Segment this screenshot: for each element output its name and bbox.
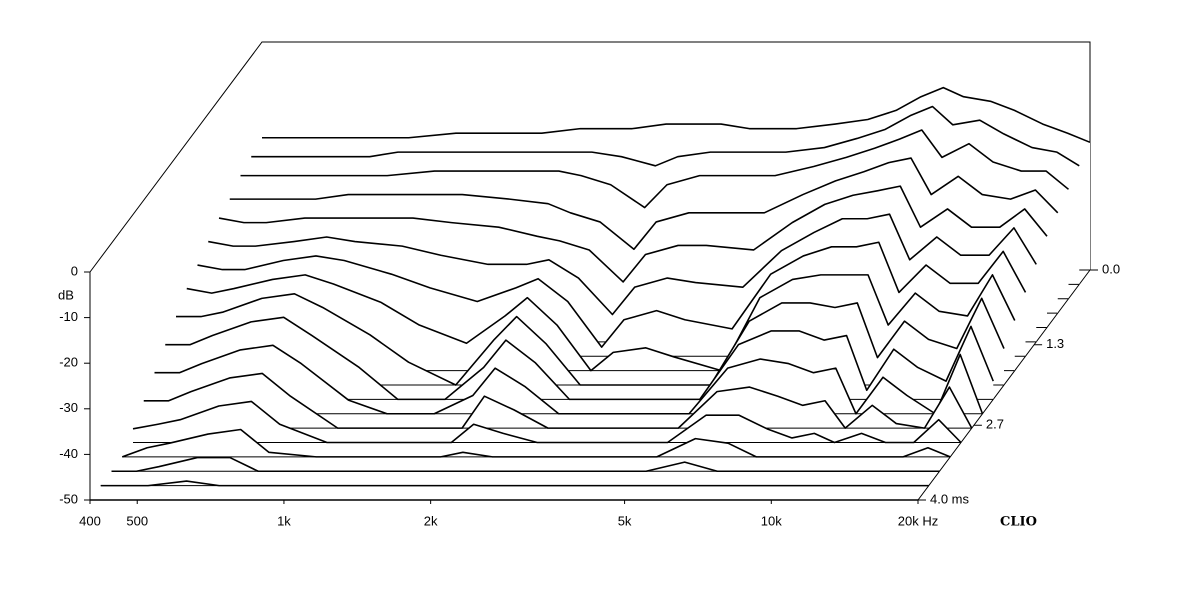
x-tick-label: 400: [79, 513, 101, 528]
y-tick-label: -20: [59, 355, 78, 370]
x-tick-label: 5k: [618, 513, 632, 528]
y-axis-label: dB: [58, 287, 74, 302]
slice-line: [240, 129, 1070, 209]
x-tick-label: 20k Hz: [898, 513, 938, 528]
z-tick-label: 0.0: [1102, 261, 1120, 276]
slice-line: [208, 213, 1037, 316]
slice-line: [262, 86, 1091, 144]
slice-line: [154, 344, 984, 415]
x-tick-label: 10k: [761, 513, 782, 528]
y-tick-label: -40: [59, 446, 78, 461]
watermark: CLIO: [1000, 515, 1037, 530]
slice-line: [111, 456, 940, 473]
slice-line: [100, 480, 929, 487]
slice-line: [165, 316, 994, 401]
slice-line: [229, 157, 1059, 251]
slice-line: [251, 105, 1080, 167]
y-tick-label: -50: [59, 491, 78, 506]
slice-line: [132, 400, 962, 444]
slice-fill: [133, 401, 961, 443]
y-tick-label: -10: [59, 309, 78, 324]
slice-line: [197, 241, 1027, 348]
slice-fill: [143, 373, 972, 429]
z-tick-label: 4.0 ms: [930, 491, 970, 506]
x-tick-label: 1k: [277, 513, 291, 528]
slice-line: [186, 274, 1016, 372]
z-tick-label: 2.7: [986, 417, 1004, 432]
x-tick-label: 500: [126, 513, 148, 528]
slice-fill: [122, 429, 951, 457]
slice-line: [143, 372, 973, 429]
slice-line: [121, 428, 951, 458]
x-tick-label: 2k: [424, 513, 438, 528]
y-tick-label: -30: [59, 400, 78, 415]
slice-line: [218, 185, 1048, 283]
y-tick-label: 0: [71, 263, 78, 278]
z-tick-label: 1.3: [1046, 336, 1064, 351]
slice-line: [176, 292, 1005, 386]
